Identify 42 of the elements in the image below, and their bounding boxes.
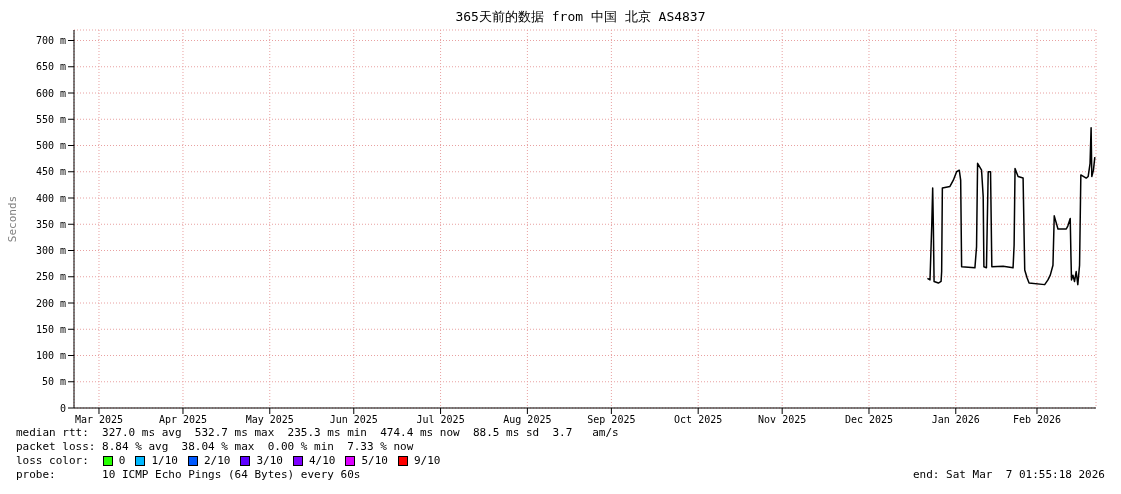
x-tick-label: Apr 2025 [158, 414, 208, 426]
y-tick-label: 600 m [35, 87, 66, 99]
x-tick-label: Jul 2025 [416, 414, 465, 426]
x-tick-label: Sep 2025 [587, 414, 636, 426]
x-tick-label: Jan 2026 [931, 414, 980, 426]
y-tick-label: 450 m [35, 166, 66, 178]
text: 3/10 [255, 454, 283, 467]
x-tick-label: May 2025 [245, 414, 294, 426]
y-tick-label: 150 m [35, 323, 66, 335]
y-tick-label: 300 m [35, 245, 66, 257]
text: 1/10 [150, 454, 178, 467]
y-tick-label: 200 m [35, 297, 66, 309]
y-tick-label: 700 m [35, 35, 66, 47]
y-tick-label: 400 m [35, 192, 66, 204]
y-axis-title: Seconds [5, 195, 19, 243]
text: packet loss: 8.84 % avg 38.04 % max 0.00 % min 7.33 % now [16, 440, 415, 454]
line-series [926, 126, 1096, 286]
text: 2/10 [203, 454, 231, 467]
y-tick-label: 100 m [35, 350, 66, 362]
x-tick-label: Mar 2025 [74, 414, 124, 426]
y-tick-label: 350 m [35, 218, 66, 230]
x-tick-label: Oct 2025 [674, 414, 723, 426]
text: 9/10 [413, 454, 441, 467]
text: loss color: [16, 454, 89, 467]
x-tick-label: Aug 2025 [503, 414, 552, 426]
y-tick-label: 500 m [35, 140, 66, 152]
y-tick-label: 0 [59, 402, 66, 414]
text: 0 [117, 454, 126, 467]
text: 5/10 [360, 454, 388, 467]
x-tick-label: Dec 2025 [844, 414, 894, 426]
text: probe: 10 ICMP Echo Pings (64 Bytes) every 60s [16, 468, 361, 482]
chart-title: 365天前的数据 from 中国 北京 AS4837 [454, 8, 707, 26]
y-tick-label: 250 m [35, 271, 66, 283]
y-tick-label: 650 m [35, 61, 66, 73]
text: end: Sat Mar 7 01:55:18 2026 [912, 468, 1105, 482]
text: 4/10 [308, 454, 336, 467]
x-tick-label: Nov 2025 [758, 414, 807, 426]
x-tick-label: Jun 2025 [329, 414, 378, 426]
x-tick-label: Feb 2026 [1012, 414, 1062, 426]
y-tick-label: 50 m [41, 376, 66, 388]
text: median rtt: 327.0 ms avg 532.7 ms max 235.3 ms min 474.4 ms now 88.5 ms sd 3.7 am/s [16, 426, 620, 440]
y-tick-label: 550 m [35, 113, 66, 125]
